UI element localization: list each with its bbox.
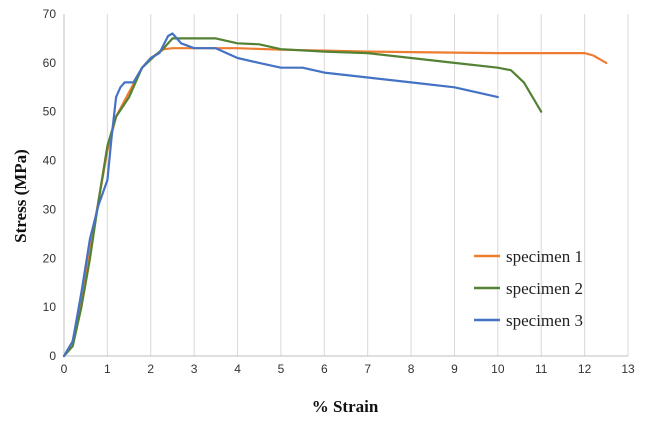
y-tick-label-3: 30 xyxy=(43,202,57,216)
x-tick-label-12: 12 xyxy=(578,362,592,376)
y-axis-title: Stress (MPa) xyxy=(11,149,30,243)
legend-label-3: specimen 3 xyxy=(506,311,583,330)
x-tick-label-10: 10 xyxy=(491,362,505,376)
axes xyxy=(63,14,628,357)
series-line-2 xyxy=(62,37,543,358)
x-axis-title: % Strain xyxy=(312,397,379,416)
grid-lines xyxy=(63,14,629,356)
x-tick-label-1: 1 xyxy=(104,362,111,376)
x-tick-label-5: 5 xyxy=(278,362,285,376)
y-tick-label-6: 60 xyxy=(43,56,57,70)
y-tick-labels: 0 10 20 30 40 50 60 70 xyxy=(43,7,57,363)
y-tick-label-1: 10 xyxy=(43,300,57,314)
x-tick-label-8: 8 xyxy=(408,362,415,376)
x-tick-label-4: 4 xyxy=(234,362,241,376)
legend-label-2: specimen 2 xyxy=(506,279,583,298)
y-tick-label-2: 20 xyxy=(43,251,57,265)
legend: specimen 1 specimen 2 specimen 3 xyxy=(474,247,583,330)
x-tick-label-0: 0 xyxy=(61,362,68,376)
y-tick-label-7: 70 xyxy=(43,7,57,21)
legend-label-1: specimen 1 xyxy=(506,247,583,266)
series-lines xyxy=(62,32,608,358)
x-tick-label-7: 7 xyxy=(364,362,371,376)
x-tick-label-6: 6 xyxy=(321,362,328,376)
x-tick-label-11: 11 xyxy=(535,362,548,376)
series-line-3 xyxy=(62,32,499,358)
y-tick-label-4: 40 xyxy=(43,154,57,168)
x-tick-labels: 0 1 2 3 4 5 6 7 8 9 10 11 12 13 xyxy=(61,362,635,376)
x-tick-label-9: 9 xyxy=(451,362,458,376)
x-tick-label-13: 13 xyxy=(621,362,635,376)
y-tick-label-5: 50 xyxy=(43,105,57,119)
x-tick-label-2: 2 xyxy=(147,362,154,376)
y-tick-label-0: 0 xyxy=(49,349,56,363)
series-line-1 xyxy=(62,47,608,358)
x-tick-label-3: 3 xyxy=(191,362,198,376)
